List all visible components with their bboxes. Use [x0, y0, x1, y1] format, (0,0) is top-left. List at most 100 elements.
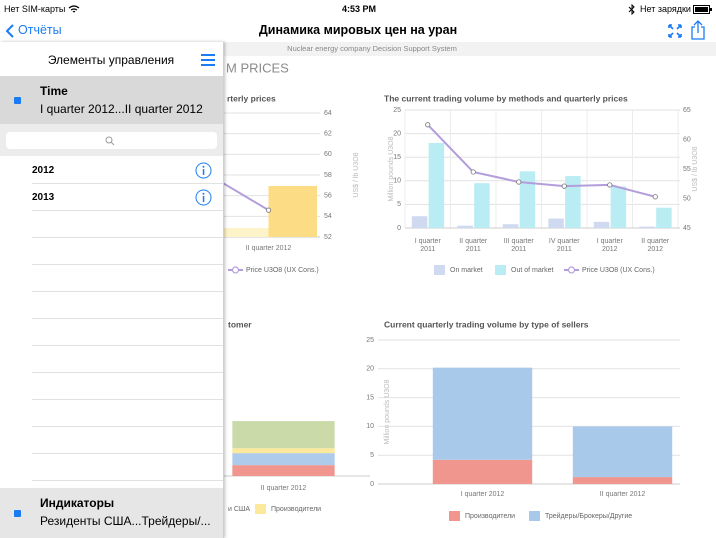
x-tick-label-line: 2011 [557, 246, 572, 253]
item-label[interactable]: 2013 [32, 192, 55, 203]
y-tick-label: 5 [397, 201, 401, 208]
back-chevron[interactable] [5, 24, 15, 38]
row-separator [32, 372, 223, 373]
bar [411, 216, 428, 228]
y-tick-label: 0 [397, 225, 401, 232]
legend-swatch [255, 504, 266, 514]
price-point [561, 183, 567, 189]
row-separator [32, 480, 223, 481]
bar [548, 218, 564, 228]
row-separator [32, 291, 223, 292]
info-button[interactable] [195, 162, 212, 179]
nav-bar: Отчёты Динамика мировых цен на уран [0, 20, 716, 42]
bar [432, 367, 533, 460]
indicators-marker [14, 510, 21, 517]
carrier: Нет SIM-карты [4, 4, 66, 14]
bar [610, 186, 627, 228]
legend-swatch [529, 511, 540, 521]
chart: tomer II quarter 2012 и США Производители [206, 319, 370, 514]
x-tick-label: I quarter 2011 [415, 238, 442, 253]
y-tick-label: 5 [370, 452, 374, 459]
y-tick-label: 0 [370, 481, 374, 488]
x-tick-label: II quarter 2012 [641, 238, 670, 253]
x-tick-label-line: I quarter [415, 238, 442, 245]
nav-title: Динамика мировых цен на уран [258, 23, 458, 37]
x-tick-label-line: 2011 [511, 246, 526, 253]
info-button[interactable] [195, 189, 212, 206]
row-separator [32, 237, 223, 238]
x-tick-label: II quarter 2012 [600, 491, 646, 498]
indicators-label: Индикаторы [40, 496, 115, 510]
row-separator [32, 264, 223, 265]
bar [219, 228, 269, 237]
y2-axis-label: US$ / lb U3O8 [353, 152, 360, 197]
panel-title: Элементы управления [47, 53, 175, 67]
price-point [265, 207, 272, 213]
legend-label: On market [450, 267, 483, 274]
row-separator [32, 399, 223, 400]
y2-tick-label: 55 [683, 166, 691, 173]
back-button[interactable]: Отчёты [18, 23, 62, 37]
price-point [652, 194, 658, 200]
chart-title: Current quarterly trading volume by type… [384, 319, 589, 329]
share-button[interactable] [690, 20, 706, 40]
y2-tick-label: 62 [324, 131, 332, 138]
filter-label: Time [40, 84, 68, 98]
row-separator [32, 453, 223, 454]
menu-button[interactable] [200, 53, 216, 67]
bar [232, 453, 335, 466]
chart: The current trading volume by methods an… [384, 93, 699, 275]
row-separator [32, 345, 223, 346]
x-tick-label: IV quarter 2011 [549, 238, 580, 253]
row-separator [32, 183, 223, 184]
search-field[interactable] [6, 132, 217, 149]
bluetooth-icon [628, 4, 635, 15]
y-tick-label: 25 [393, 107, 401, 114]
x-tick-label: III quarter 2011 [504, 238, 535, 253]
fullscreen-button[interactable] [668, 24, 682, 38]
y-tick-label: 15 [393, 154, 401, 161]
report-heading: M PRICES [226, 60, 289, 75]
x-tick-label-line: I quarter [597, 238, 624, 245]
bar [565, 176, 581, 228]
legend-label: Price U3O8 (UX Cons.) [246, 267, 319, 274]
legend-marker [567, 266, 576, 274]
legend-label: Out of market [511, 267, 553, 274]
indicators-row[interactable]: Индикаторы Резиденты США...Трейдеры/... [0, 488, 223, 538]
search-icon [105, 136, 115, 146]
y2-tick-label: 50 [683, 195, 691, 202]
y2-tick-label: 58 [324, 172, 332, 179]
legend-swatch [495, 265, 506, 275]
bar [232, 465, 335, 476]
bar [572, 426, 673, 478]
price-point [516, 179, 522, 185]
y2-tick-label: 56 [324, 193, 332, 200]
item-label[interactable]: 2012 [32, 165, 55, 176]
indicators-value: Резиденты США...Трейдеры/... [40, 514, 211, 528]
chart-title: rterly prices [227, 93, 276, 103]
legend-label: и США [228, 506, 250, 513]
y2-tick-label: 52 [324, 234, 332, 241]
price-line [427, 124, 656, 198]
x-tick-label-line: 2011 [420, 246, 435, 253]
x-tick-label: I quarter 2012 [597, 238, 624, 253]
legend-marker [231, 266, 240, 274]
x-tick-label-line: II quarter [459, 238, 488, 245]
y-tick-label: 15 [366, 394, 374, 401]
bar [457, 225, 473, 228]
y-tick-label: 10 [366, 423, 374, 430]
row-separator [32, 426, 223, 427]
legend-swatch [449, 511, 460, 521]
x-tick-label: II quarter 2012 [246, 245, 292, 252]
time-filter-row[interactable]: Time I quarter 2012...II quarter 2012 [0, 76, 223, 124]
legend-label: Производители [271, 506, 321, 513]
chart-title: tomer [228, 319, 252, 329]
x-tick-label-line: 2012 [647, 246, 663, 253]
legend-label: Price U3O8 (UX Cons.) [582, 267, 655, 274]
x-tick-label: II quarter 2011 [459, 238, 488, 253]
bar [232, 448, 335, 454]
chart: Current quarterly trading volume by type… [366, 319, 680, 521]
battery-status: Нет зарядки [640, 4, 691, 14]
x-tick-label: I quarter 2012 [461, 491, 505, 498]
bar [268, 185, 318, 237]
